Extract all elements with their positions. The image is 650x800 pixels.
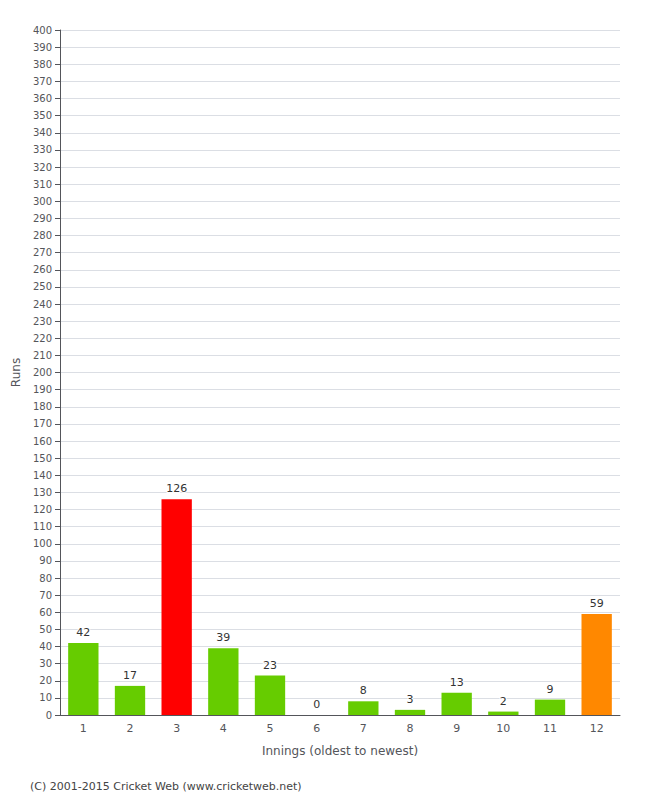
svg-text:280: 280 [33, 230, 52, 241]
svg-text:126: 126 [166, 482, 187, 495]
svg-text:370: 370 [33, 76, 52, 87]
svg-text:(C) 2001-2015 Cricket Web (www: (C) 2001-2015 Cricket Web (www.cricketwe… [30, 780, 302, 793]
svg-text:330: 330 [33, 144, 52, 155]
svg-text:350: 350 [33, 110, 52, 121]
svg-text:260: 260 [33, 264, 52, 275]
svg-text:180: 180 [33, 401, 52, 412]
svg-text:150: 150 [33, 453, 52, 464]
svg-text:12: 12 [590, 722, 604, 735]
svg-text:9: 9 [547, 683, 554, 696]
svg-text:310: 310 [33, 179, 52, 190]
svg-text:59: 59 [590, 597, 604, 610]
svg-text:300: 300 [33, 196, 52, 207]
svg-text:220: 220 [33, 333, 52, 344]
svg-text:6: 6 [313, 722, 320, 735]
svg-text:400: 400 [33, 25, 52, 36]
svg-text:60: 60 [39, 607, 52, 618]
svg-text:9: 9 [453, 722, 460, 735]
svg-text:380: 380 [33, 59, 52, 70]
svg-text:0: 0 [46, 710, 52, 721]
svg-text:130: 130 [33, 487, 52, 498]
svg-text:39: 39 [216, 631, 230, 644]
svg-text:2: 2 [500, 695, 507, 708]
svg-text:190: 190 [33, 384, 52, 395]
svg-text:23: 23 [263, 659, 277, 672]
svg-text:7: 7 [360, 722, 367, 735]
svg-text:11: 11 [543, 722, 557, 735]
svg-text:40: 40 [39, 641, 52, 652]
svg-text:170: 170 [33, 418, 52, 429]
svg-text:Runs: Runs [9, 358, 23, 387]
svg-text:80: 80 [39, 573, 52, 584]
svg-text:200: 200 [33, 367, 52, 378]
svg-text:320: 320 [33, 162, 52, 173]
svg-text:110: 110 [33, 521, 52, 532]
svg-text:Innings (oldest to newest): Innings (oldest to newest) [262, 744, 418, 758]
svg-text:42: 42 [76, 626, 90, 639]
svg-text:3: 3 [173, 722, 180, 735]
svg-text:210: 210 [33, 350, 52, 361]
svg-text:360: 360 [33, 93, 52, 104]
svg-text:120: 120 [33, 504, 52, 515]
svg-text:4: 4 [220, 722, 227, 735]
svg-text:8: 8 [407, 722, 414, 735]
svg-text:3: 3 [407, 693, 414, 706]
svg-text:10: 10 [39, 692, 52, 703]
svg-text:1: 1 [80, 722, 87, 735]
svg-text:100: 100 [33, 538, 52, 549]
svg-text:2: 2 [127, 722, 134, 735]
svg-text:390: 390 [33, 42, 52, 53]
svg-text:20: 20 [39, 675, 52, 686]
svg-text:8: 8 [360, 684, 367, 697]
svg-text:340: 340 [33, 127, 52, 138]
svg-text:30: 30 [39, 658, 52, 669]
svg-text:160: 160 [33, 436, 52, 447]
svg-text:230: 230 [33, 316, 52, 327]
svg-text:0: 0 [313, 698, 320, 711]
svg-text:5: 5 [267, 722, 274, 735]
svg-text:240: 240 [33, 299, 52, 310]
svg-text:250: 250 [33, 281, 52, 292]
svg-text:13: 13 [450, 676, 464, 689]
svg-text:17: 17 [123, 669, 137, 682]
svg-text:90: 90 [39, 555, 52, 566]
svg-text:70: 70 [39, 590, 52, 601]
svg-text:50: 50 [39, 624, 52, 635]
svg-text:290: 290 [33, 213, 52, 224]
svg-text:10: 10 [496, 722, 510, 735]
svg-text:140: 140 [33, 470, 52, 481]
svg-text:270: 270 [33, 247, 52, 258]
